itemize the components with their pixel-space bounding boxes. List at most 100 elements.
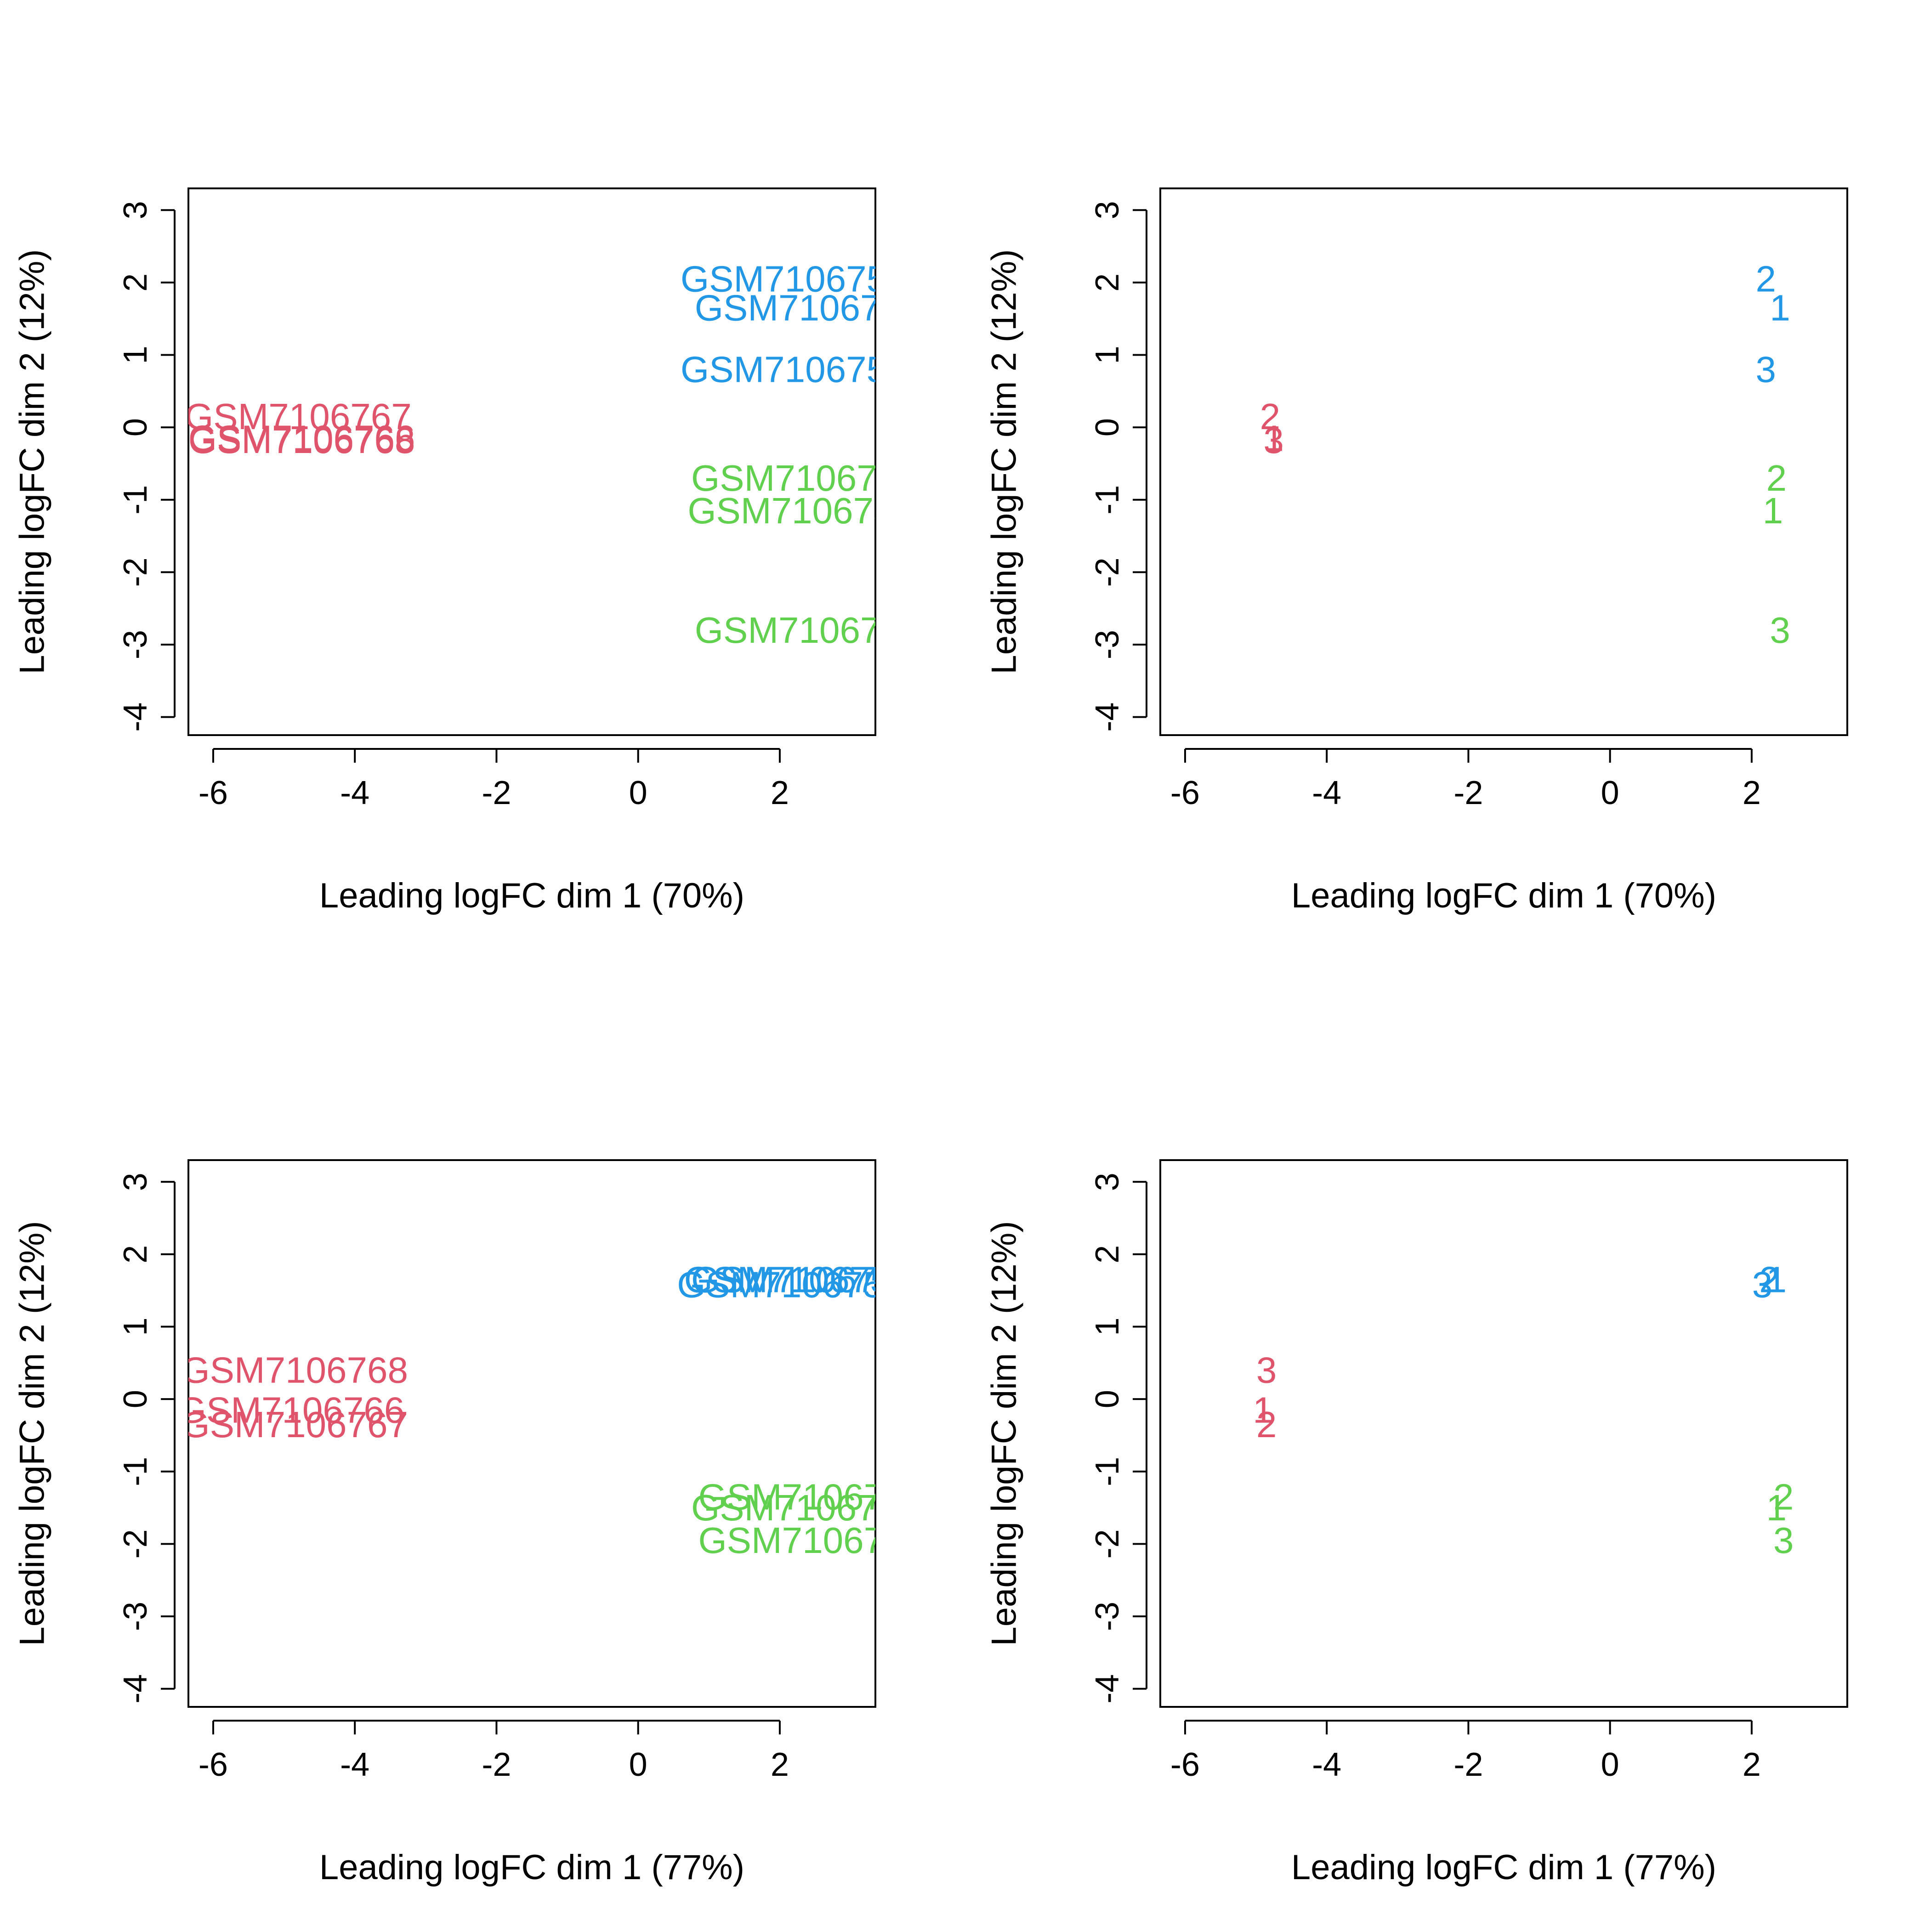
sample-point-label: GSM7106755 — [698, 1476, 925, 1517]
y-tick-label: 2 — [117, 273, 154, 292]
y-tick-label: 2 — [1089, 1245, 1126, 1263]
plot-frame — [187, 1159, 876, 1708]
sample-point-label: GSM7106766 — [178, 1389, 405, 1430]
x-tick-label: 2 — [771, 775, 789, 811]
x-tick-label: -4 — [340, 775, 369, 811]
x-tick-label: -6 — [1170, 1746, 1200, 1783]
sample-point-label: GSM7106767 — [181, 1404, 408, 1445]
sample-point-label: 1 — [1770, 288, 1790, 329]
sample-point-label: 3 — [1773, 1520, 1794, 1561]
sample-point-label: 3 — [1752, 1264, 1773, 1305]
sample-point-label: 1 — [1253, 1389, 1273, 1430]
x-tick-label: -2 — [482, 775, 511, 811]
sample-point-label: 2 — [1759, 1259, 1780, 1300]
sample-point-label: GSM7106753 — [677, 1264, 904, 1305]
x-tick-label: 0 — [629, 775, 647, 811]
x-tick-label: 0 — [1601, 775, 1619, 811]
x-tick-label: -4 — [1312, 1746, 1341, 1783]
y-tick-label: 0 — [1089, 418, 1126, 436]
y-tick-label: -2 — [117, 1529, 154, 1558]
y-tick-label: -3 — [117, 1602, 154, 1631]
y-axis-title: Leading logFC dim 2 (12%) — [13, 1221, 52, 1646]
sample-point-label: GSM7106751 — [691, 1259, 918, 1300]
y-tick-label: -1 — [117, 1457, 154, 1486]
sample-point-label: 1 — [1763, 490, 1783, 531]
y-tick-label: 0 — [1089, 1390, 1126, 1408]
y-tick-label: -3 — [1089, 1602, 1126, 1631]
y-tick-label: -4 — [1089, 703, 1126, 732]
x-tick-label: 0 — [629, 1746, 647, 1783]
sample-point-label: GSM7106754 — [687, 490, 914, 531]
x-tick-label: -2 — [1453, 1746, 1483, 1783]
y-tick-label: -2 — [117, 557, 154, 587]
x-axis-title: Leading logFC dim 1 (77%) — [1291, 1848, 1716, 1887]
sample-point-label: 1 — [1766, 1259, 1787, 1300]
sample-point-label: GSM7106752 — [681, 259, 908, 300]
sample-point-label: 2 — [1256, 1404, 1277, 1445]
sample-point-label: 3 — [1756, 349, 1777, 390]
y-tick-label: -2 — [1089, 1529, 1126, 1558]
plot-frame — [1159, 187, 1848, 736]
y-tick-label: 3 — [1089, 1173, 1126, 1191]
x-axis-title: Leading logFC dim 1 (70%) — [319, 876, 744, 915]
sample-point-label: 3 — [1770, 610, 1790, 651]
x-tick-label: -4 — [1312, 775, 1341, 811]
y-tick-label: 1 — [117, 346, 154, 364]
y-tick-label: 1 — [1089, 1317, 1126, 1336]
y-tick-label: -2 — [1089, 557, 1126, 587]
y-axis-title: Leading logFC dim 2 (12%) — [13, 249, 52, 674]
x-tick-label: -4 — [340, 1746, 369, 1783]
x-tick-label: 2 — [1743, 775, 1761, 811]
sample-point-label: GSM7106768 — [181, 1350, 408, 1391]
y-tick-label: -1 — [1089, 485, 1126, 515]
y-axis-title: Leading logFC dim 2 (12%) — [985, 249, 1024, 674]
sample-point-label: 2 — [1766, 458, 1787, 499]
y-tick-label: -4 — [1089, 1674, 1126, 1704]
panel-1: -6 -4 -2 0 2 -4 -3 -2 -1 0 1 2 3 Leading logFC dim 1 … — [13, 187, 922, 915]
x-tick-label: -6 — [1170, 775, 1200, 811]
sample-point-label: GSM7106754 — [691, 1487, 918, 1528]
y-tick-label: 0 — [117, 418, 154, 436]
sample-point-label: 1 — [1263, 418, 1284, 459]
x-tick-label: -2 — [1453, 775, 1483, 811]
x-tick-label: -2 — [482, 1746, 511, 1783]
x-axis-title: Leading logFC dim 1 (77%) — [319, 1848, 744, 1887]
y-axis-title: Leading logFC dim 2 (12%) — [985, 1221, 1024, 1646]
sample-point-label: GSM7106753 — [681, 349, 908, 390]
panel-3: -6 -4 -2 0 2 -4 -3 -2 -1 0 1 2 3 Leading logFC dim 1 … — [13, 1159, 925, 1887]
y-tick-label: -1 — [1089, 1457, 1126, 1486]
sample-point-label: GSM7106767 — [185, 396, 412, 437]
sample-point-label: 3 — [1256, 1350, 1277, 1391]
plot-frame — [1159, 1159, 1848, 1708]
x-axis-title: Leading logFC dim 1 (70%) — [1291, 876, 1716, 915]
y-tick-label: 3 — [117, 1173, 154, 1191]
y-tick-label: 3 — [117, 201, 154, 219]
sample-point-label: GSM7106752 — [684, 1259, 911, 1300]
x-tick-label: -6 — [199, 1746, 228, 1783]
y-tick-label: -3 — [117, 630, 154, 659]
x-tick-label: 2 — [1743, 1746, 1761, 1783]
y-tick-label: 2 — [1089, 273, 1126, 292]
y-tick-label: -4 — [117, 703, 154, 732]
plot-frame — [187, 187, 876, 736]
sample-point-label: 3 — [1263, 420, 1284, 461]
x-tick-label: -6 — [199, 775, 228, 811]
sample-point-label: 1 — [1766, 1487, 1787, 1528]
y-tick-label: 2 — [117, 1245, 154, 1263]
y-tick-label: 1 — [1089, 346, 1126, 364]
y-tick-label: 1 — [117, 1317, 154, 1336]
y-tick-label: -3 — [1089, 630, 1126, 659]
x-tick-label: 2 — [771, 1746, 789, 1783]
sample-point-label: 2 — [1260, 396, 1281, 437]
sample-point-label: GSM7106751 — [695, 288, 922, 329]
sample-point-label: GSM7106768 — [188, 420, 415, 461]
x-tick-label: 0 — [1601, 1746, 1619, 1783]
sample-point-label: GSM7106766 — [188, 418, 415, 459]
y-tick-label: -1 — [117, 485, 154, 515]
